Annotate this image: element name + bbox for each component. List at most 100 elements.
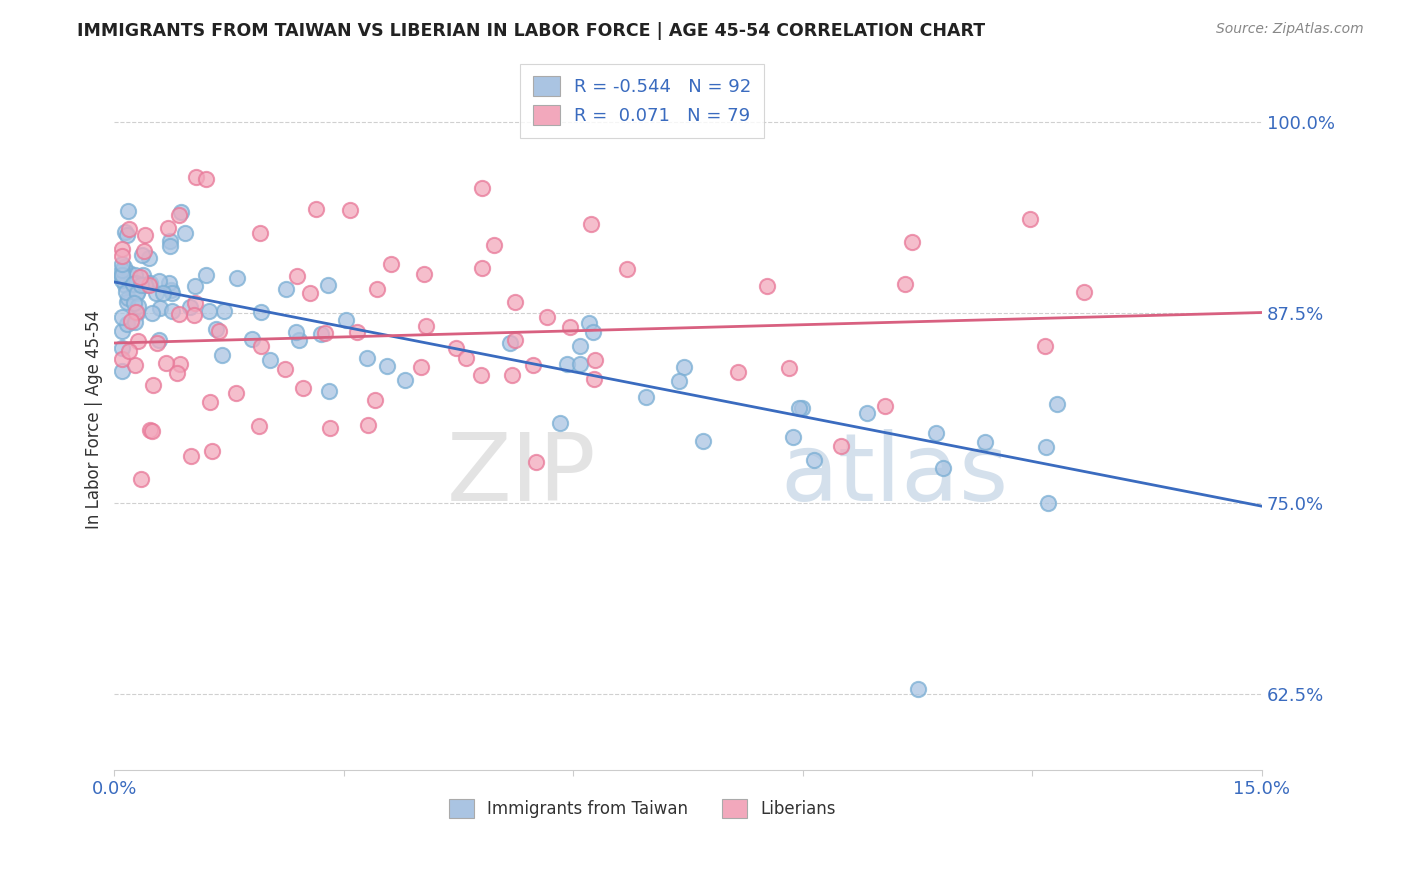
Point bbox=[155, 356, 177, 370]
Point bbox=[183, 308, 205, 322]
Point bbox=[582, 372, 605, 386]
Point bbox=[170, 205, 193, 219]
Point bbox=[782, 430, 804, 444]
Point bbox=[409, 359, 432, 374]
Point bbox=[894, 277, 917, 292]
Point bbox=[616, 262, 638, 277]
Point bbox=[111, 263, 134, 277]
Point bbox=[309, 326, 332, 341]
Point bbox=[522, 358, 544, 372]
Point bbox=[159, 283, 181, 297]
Point bbox=[212, 303, 235, 318]
Point bbox=[162, 304, 184, 318]
Point bbox=[583, 353, 606, 368]
Point bbox=[925, 425, 948, 440]
Point bbox=[357, 418, 380, 433]
Point bbox=[803, 453, 825, 467]
Point bbox=[790, 401, 813, 415]
Point bbox=[692, 434, 714, 449]
Point bbox=[186, 169, 208, 184]
Point bbox=[901, 235, 924, 249]
Point bbox=[160, 286, 183, 301]
Point bbox=[1046, 396, 1069, 410]
Point bbox=[499, 336, 522, 351]
Point bbox=[159, 235, 181, 249]
Point bbox=[184, 278, 207, 293]
Point bbox=[129, 472, 152, 486]
Point bbox=[117, 204, 139, 219]
Point bbox=[727, 365, 749, 379]
Point bbox=[111, 324, 134, 338]
Point bbox=[167, 208, 190, 222]
Point bbox=[114, 225, 136, 239]
Point bbox=[931, 460, 953, 475]
Point bbox=[505, 333, 527, 347]
Point bbox=[149, 301, 172, 315]
Point bbox=[201, 444, 224, 458]
Point bbox=[668, 374, 690, 388]
Point bbox=[501, 368, 523, 383]
Point bbox=[356, 351, 378, 365]
Y-axis label: In Labor Force | Age 45-54: In Labor Force | Age 45-54 bbox=[86, 310, 103, 529]
Point bbox=[471, 260, 494, 275]
Point bbox=[121, 277, 143, 291]
Point bbox=[259, 352, 281, 367]
Point bbox=[285, 325, 308, 339]
Point bbox=[134, 228, 156, 243]
Point bbox=[456, 351, 478, 365]
Point bbox=[274, 282, 297, 296]
Point bbox=[560, 319, 582, 334]
Point bbox=[148, 333, 170, 347]
Point bbox=[582, 325, 605, 339]
Point bbox=[536, 310, 558, 325]
Point bbox=[139, 423, 162, 437]
Point bbox=[579, 217, 602, 231]
Point bbox=[131, 277, 153, 292]
Point bbox=[555, 357, 578, 371]
Point bbox=[346, 325, 368, 339]
Point bbox=[247, 419, 270, 434]
Point bbox=[120, 314, 142, 328]
Point bbox=[778, 361, 800, 376]
Point bbox=[314, 326, 336, 341]
Point bbox=[132, 244, 155, 259]
Point bbox=[226, 271, 249, 285]
Point bbox=[131, 248, 153, 262]
Point bbox=[166, 367, 188, 381]
Point bbox=[211, 348, 233, 362]
Point bbox=[111, 341, 134, 355]
Point bbox=[503, 295, 526, 310]
Point bbox=[197, 304, 219, 318]
Point bbox=[250, 339, 273, 353]
Point bbox=[335, 312, 357, 326]
Point bbox=[1036, 496, 1059, 510]
Point bbox=[183, 296, 205, 310]
Point bbox=[250, 304, 273, 318]
Point bbox=[907, 682, 929, 697]
Point bbox=[141, 424, 163, 438]
Point bbox=[273, 362, 295, 376]
Point bbox=[111, 364, 134, 378]
Point bbox=[568, 357, 591, 371]
Point bbox=[1073, 285, 1095, 300]
Point bbox=[111, 268, 134, 282]
Point bbox=[180, 449, 202, 463]
Point bbox=[973, 435, 995, 450]
Point bbox=[111, 310, 134, 324]
Point bbox=[249, 226, 271, 240]
Point bbox=[672, 359, 695, 374]
Point bbox=[141, 306, 163, 320]
Point bbox=[117, 291, 139, 305]
Point bbox=[127, 285, 149, 300]
Point bbox=[111, 249, 134, 263]
Text: Source: ZipAtlas.com: Source: ZipAtlas.com bbox=[1216, 22, 1364, 37]
Point bbox=[415, 319, 437, 334]
Point bbox=[319, 421, 342, 435]
Point bbox=[179, 300, 201, 314]
Point bbox=[157, 276, 180, 290]
Point bbox=[366, 282, 388, 296]
Point bbox=[569, 339, 592, 353]
Point bbox=[128, 270, 150, 285]
Point bbox=[524, 455, 547, 469]
Point bbox=[305, 202, 328, 217]
